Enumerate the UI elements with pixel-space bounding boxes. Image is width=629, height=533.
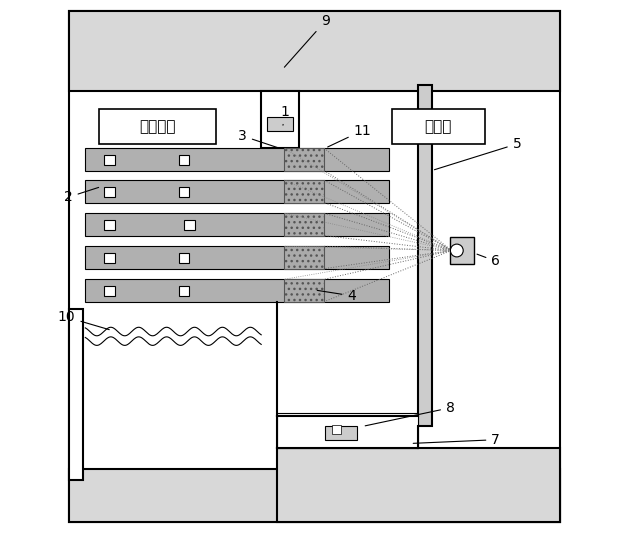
Text: 7: 7 bbox=[413, 433, 500, 447]
Text: 3: 3 bbox=[238, 129, 280, 148]
Text: 电缆隧道: 电缆隧道 bbox=[139, 119, 175, 134]
Bar bbox=[284, 180, 324, 203]
Bar bbox=[277, 413, 418, 448]
Bar bbox=[284, 148, 324, 171]
Bar bbox=[179, 155, 189, 165]
Bar bbox=[267, 117, 293, 131]
Bar bbox=[104, 253, 114, 263]
Bar bbox=[179, 253, 189, 263]
Bar bbox=[277, 448, 560, 522]
Text: 2: 2 bbox=[64, 188, 99, 204]
Bar bbox=[69, 11, 560, 91]
Text: 11: 11 bbox=[328, 124, 371, 147]
Bar bbox=[284, 279, 324, 302]
Bar bbox=[284, 246, 324, 269]
Text: 6: 6 bbox=[477, 254, 500, 268]
Bar bbox=[418, 85, 431, 426]
Bar bbox=[284, 213, 324, 236]
Text: 电缆层: 电缆层 bbox=[425, 119, 452, 134]
Bar bbox=[450, 237, 474, 264]
Bar bbox=[99, 109, 216, 144]
Text: 4: 4 bbox=[317, 289, 356, 303]
Bar bbox=[179, 187, 189, 197]
Bar bbox=[325, 426, 357, 440]
Bar bbox=[86, 180, 389, 203]
Bar bbox=[104, 286, 114, 296]
Bar bbox=[184, 220, 194, 230]
Bar bbox=[86, 279, 389, 302]
Text: 1: 1 bbox=[281, 105, 289, 125]
Bar bbox=[331, 425, 341, 434]
Text: 5: 5 bbox=[435, 137, 521, 169]
Bar bbox=[104, 155, 114, 165]
Text: 10: 10 bbox=[58, 310, 109, 330]
Text: 9: 9 bbox=[284, 14, 330, 67]
Bar bbox=[86, 148, 389, 171]
Bar bbox=[392, 109, 485, 144]
Bar bbox=[104, 220, 114, 230]
Bar bbox=[86, 213, 389, 236]
Bar bbox=[69, 309, 82, 480]
Bar bbox=[104, 187, 114, 197]
Bar bbox=[261, 91, 299, 148]
Bar bbox=[86, 246, 389, 269]
Text: 8: 8 bbox=[365, 401, 455, 426]
Bar bbox=[179, 286, 189, 296]
Bar bbox=[69, 469, 560, 522]
Circle shape bbox=[450, 244, 463, 257]
